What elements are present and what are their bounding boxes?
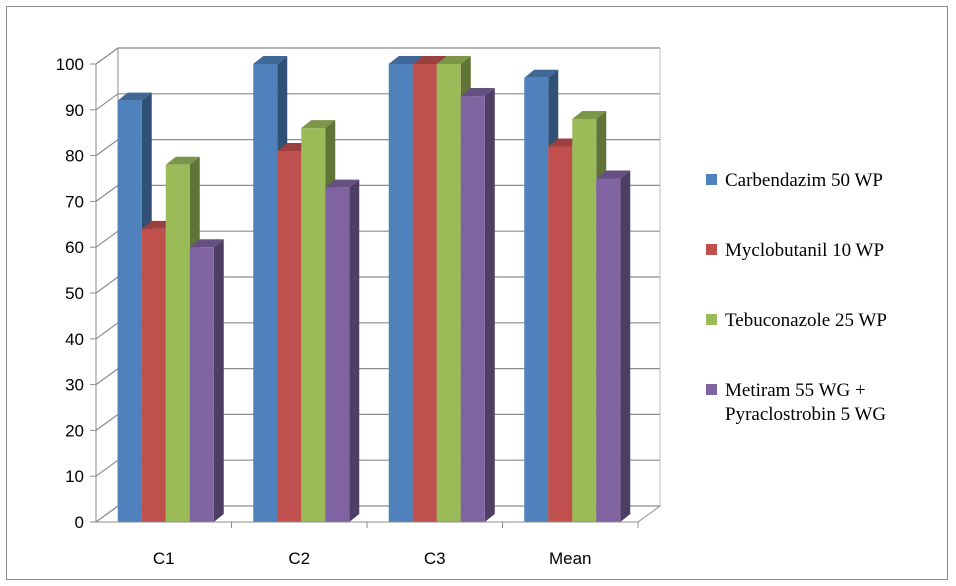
bar-top	[165, 156, 200, 165]
x-tick-label: C2	[288, 549, 310, 568]
bar-top	[253, 56, 288, 64]
bar-top	[572, 110, 607, 119]
x-tick-label: Mean	[549, 549, 592, 568]
bar-top	[301, 120, 336, 129]
bar-top	[460, 88, 495, 97]
bar-c1-series-2	[141, 228, 166, 522]
y-tick-label: 50	[65, 284, 84, 303]
legend-swatch	[706, 244, 717, 255]
bar-mean-series-3	[572, 118, 597, 523]
legend-label: Pyraclostrobin 5 WG	[725, 404, 886, 425]
bar-mean-series-4	[596, 178, 621, 522]
legend-swatch	[706, 384, 717, 395]
bar-top	[436, 56, 471, 64]
bar-side	[620, 170, 631, 522]
bar-mean-series-1	[524, 77, 549, 523]
x-tick-label: C1	[153, 549, 175, 568]
bar-side	[349, 179, 360, 522]
bar-top	[388, 56, 423, 64]
bar-c1-series-1	[117, 100, 142, 522]
y-tick-label: 60	[65, 238, 84, 257]
y-tick-label: 20	[65, 421, 84, 440]
bar-c2-series-4	[325, 187, 350, 522]
y-tick-label: 40	[65, 330, 84, 349]
legend-swatch	[706, 174, 717, 185]
y-tick-label: 90	[65, 101, 84, 120]
bar-c3-series-4	[460, 96, 485, 522]
bar-top	[596, 170, 631, 179]
bar-mean-series-2	[548, 146, 573, 522]
bar-top	[189, 239, 224, 248]
bar-c2-series-1	[253, 64, 278, 522]
bar-c3-series-1	[388, 64, 413, 522]
bar-c2-series-3	[301, 128, 326, 522]
y-tick-label: 100	[56, 55, 84, 74]
gridline	[95, 93, 660, 111]
bar-top	[325, 179, 360, 188]
bar-side	[484, 88, 495, 522]
bar-side	[213, 239, 224, 522]
y-tick-label: 80	[65, 147, 84, 166]
bar-top	[524, 69, 559, 78]
y-tick-label: 70	[65, 192, 84, 211]
bar-c1-series-4	[189, 247, 214, 522]
bar-c3-series-2	[412, 64, 437, 522]
legend-swatch	[706, 314, 717, 325]
x-tick-label: C3	[424, 549, 446, 568]
legend-label: Myclobutanil 10 WP	[725, 240, 884, 261]
gridline	[95, 47, 660, 65]
bar-c3-series-3	[436, 64, 461, 522]
legend-label: Tebuconazole 25 WP	[725, 310, 887, 331]
bar-c1-series-3	[165, 164, 190, 522]
y-tick-label: 0	[75, 513, 84, 532]
y-tick-label: 10	[65, 467, 84, 486]
legend-label: Carbendazim 50 WP	[725, 170, 883, 191]
bar-top	[117, 92, 152, 101]
y-tick-label: 30	[65, 376, 84, 395]
bar-c2-series-2	[277, 151, 302, 522]
bar-top	[412, 56, 447, 64]
legend-label: Metiram 55 WG +	[725, 380, 866, 401]
